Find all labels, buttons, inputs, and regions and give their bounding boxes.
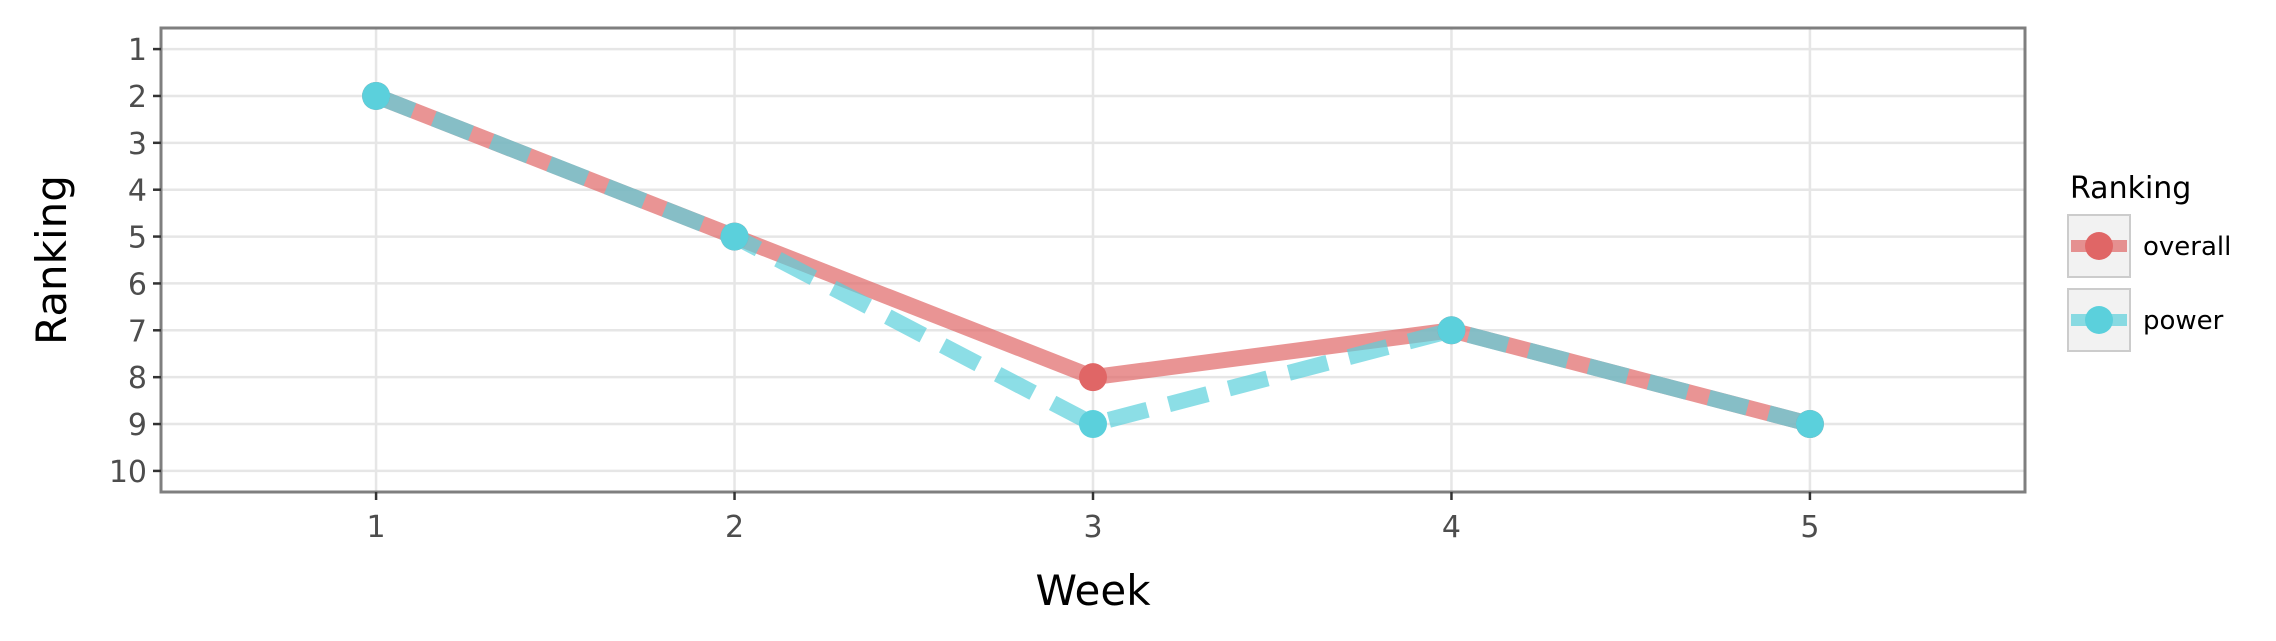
x-axis-title: Week	[1035, 566, 1151, 615]
y-tick-label: 1	[128, 33, 147, 68]
y-tick-label: 7	[128, 314, 147, 349]
y-tick-label: 5	[128, 221, 147, 256]
x-tick-label: 5	[1800, 510, 1819, 545]
legend-key-point-overall	[2085, 232, 2113, 260]
y-tick-label: 3	[128, 127, 147, 162]
legend-label-power: power	[2143, 306, 2224, 336]
x-tick-label: 2	[725, 510, 744, 545]
x-tick-label: 3	[1083, 510, 1102, 545]
axis-ticks: 1 2 3 4 5 1 2 3 4 5 6 7 8 9 10	[109, 33, 1820, 545]
data-point-power	[1795, 410, 1824, 439]
data-point-power	[1437, 316, 1466, 345]
y-tick-label: 10	[109, 455, 147, 490]
y-tick-label: 6	[128, 267, 147, 302]
data-point-overall	[1079, 363, 1107, 392]
legend: Ranking overall power	[2067, 171, 2231, 352]
y-tick-label: 8	[128, 361, 147, 396]
x-tick-label: 4	[1442, 510, 1461, 545]
data-point-power	[362, 81, 391, 110]
legend-key-point-power	[2085, 306, 2113, 334]
y-tick-label: 2	[128, 80, 147, 115]
data-point-power	[720, 222, 749, 251]
y-axis-title: Ranking	[27, 175, 76, 345]
y-tick-label: 9	[128, 408, 147, 443]
y-tick-label: 4	[128, 174, 147, 209]
legend-title: Ranking	[2070, 171, 2191, 206]
series-layer	[362, 81, 1824, 439]
data-point-power	[1079, 410, 1107, 439]
x-tick-label: 1	[367, 510, 386, 545]
series-line-power	[373, 88, 1812, 433]
legend-label-overall: overall	[2143, 232, 2231, 262]
